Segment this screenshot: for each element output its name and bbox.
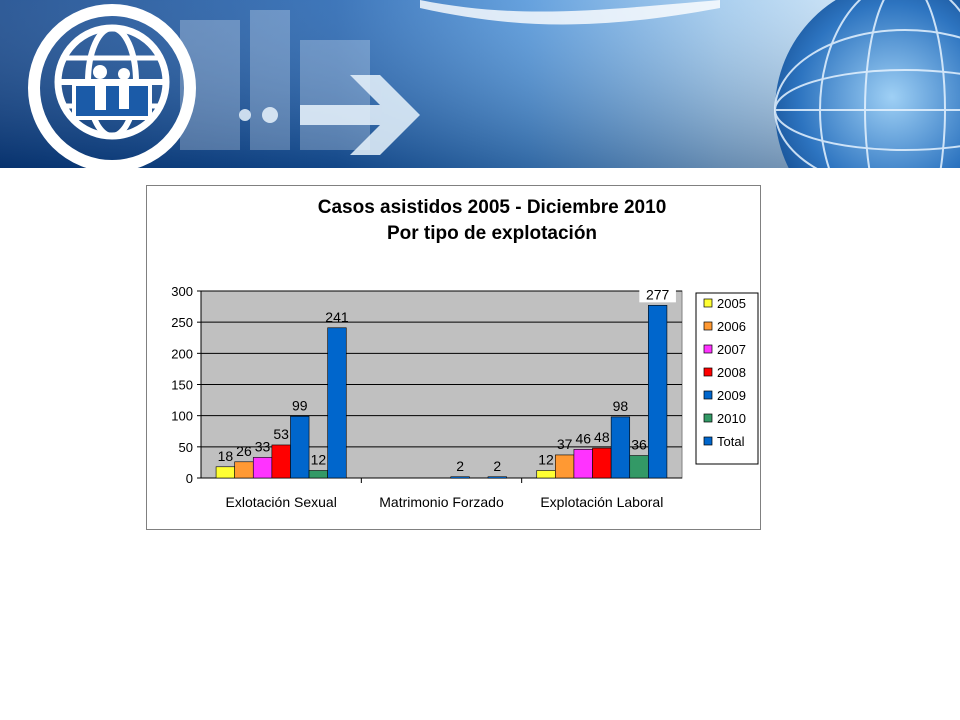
legend-swatch bbox=[703, 436, 713, 446]
bar bbox=[536, 470, 556, 479]
bar bbox=[573, 449, 593, 479]
chart-subtitle: Por tipo de explotación bbox=[387, 223, 597, 244]
data-label: 18 bbox=[218, 448, 234, 464]
legend-swatch bbox=[703, 413, 713, 423]
data-label: 33 bbox=[255, 438, 271, 454]
data-label: 2 bbox=[456, 458, 464, 474]
x-axis-categories: Exlotación Sexual Matrimonio Forzado Explo… bbox=[226, 478, 663, 510]
data-label: 36 bbox=[631, 437, 647, 453]
chart-container: Casos asistidos 2005 - Diciembre 2010 Po… bbox=[146, 185, 761, 530]
legend-label: 2006 bbox=[717, 319, 746, 334]
bar bbox=[271, 444, 291, 479]
data-label: 46 bbox=[575, 430, 591, 446]
data-label: 53 bbox=[273, 426, 289, 442]
bar bbox=[629, 455, 649, 479]
bar bbox=[308, 470, 328, 479]
legend-swatch bbox=[703, 390, 713, 400]
bar bbox=[252, 457, 273, 479]
iom-logo-icon bbox=[28, 4, 196, 168]
data-label: 37 bbox=[557, 436, 573, 452]
data-label: 99 bbox=[292, 397, 308, 413]
legend-box bbox=[695, 292, 759, 465]
legend-label: 2007 bbox=[717, 342, 746, 357]
y-tick-label: 100 bbox=[171, 409, 193, 424]
data-label-bg bbox=[639, 283, 676, 303]
legend-label: Total bbox=[717, 434, 745, 449]
bar bbox=[450, 476, 470, 479]
chart-title: Casos asistidos 2005 - Diciembre 2010 bbox=[318, 197, 667, 218]
legend-label: 2008 bbox=[717, 365, 746, 380]
data-label: 277 bbox=[646, 286, 670, 302]
legend-label: 2005 bbox=[717, 296, 746, 311]
legend-swatch bbox=[703, 344, 713, 354]
banner-graphic bbox=[0, 0, 960, 168]
header-banner bbox=[0, 0, 960, 168]
legend-label: 2009 bbox=[717, 388, 746, 403]
bar bbox=[234, 461, 254, 479]
y-tick-label: 250 bbox=[171, 315, 193, 330]
bars bbox=[215, 305, 668, 479]
y-tick-label: 150 bbox=[171, 378, 193, 393]
bar bbox=[648, 305, 668, 479]
y-tick-label: 200 bbox=[171, 346, 193, 361]
data-label: 26 bbox=[236, 443, 252, 459]
bar bbox=[290, 415, 310, 479]
legend-label: 2010 bbox=[717, 411, 746, 426]
data-label: 241 bbox=[325, 309, 349, 325]
data-label: 48 bbox=[594, 429, 610, 445]
legend: 2005 2006 2007 2008 2009 2010 Total bbox=[695, 292, 759, 465]
y-tick-label: 0 bbox=[186, 471, 193, 486]
y-tick-label: 50 bbox=[179, 440, 193, 455]
data-label: 98 bbox=[613, 398, 629, 414]
category-label: Matrimonio Forzado bbox=[379, 494, 504, 510]
data-label: 2 bbox=[493, 458, 501, 474]
legend-swatch bbox=[703, 321, 713, 331]
legend-swatch bbox=[703, 367, 713, 377]
bar bbox=[327, 327, 347, 479]
bar bbox=[487, 476, 507, 479]
bar bbox=[215, 466, 235, 479]
bar bbox=[592, 447, 612, 479]
category-label: Exlotación Sexual bbox=[226, 494, 337, 510]
bar bbox=[610, 416, 631, 479]
y-tick-label: 300 bbox=[171, 284, 193, 299]
data-label: 12 bbox=[311, 452, 327, 468]
bar bbox=[555, 454, 575, 479]
globe-icon bbox=[774, 0, 960, 168]
arrow-icon bbox=[239, 75, 420, 155]
data-label: 12 bbox=[538, 452, 554, 468]
category-label: Explotación Laboral bbox=[540, 494, 663, 510]
legend-swatch bbox=[703, 298, 713, 308]
bar-chart: Casos asistidos 2005 - Diciembre 2010 Po… bbox=[171, 197, 759, 510]
